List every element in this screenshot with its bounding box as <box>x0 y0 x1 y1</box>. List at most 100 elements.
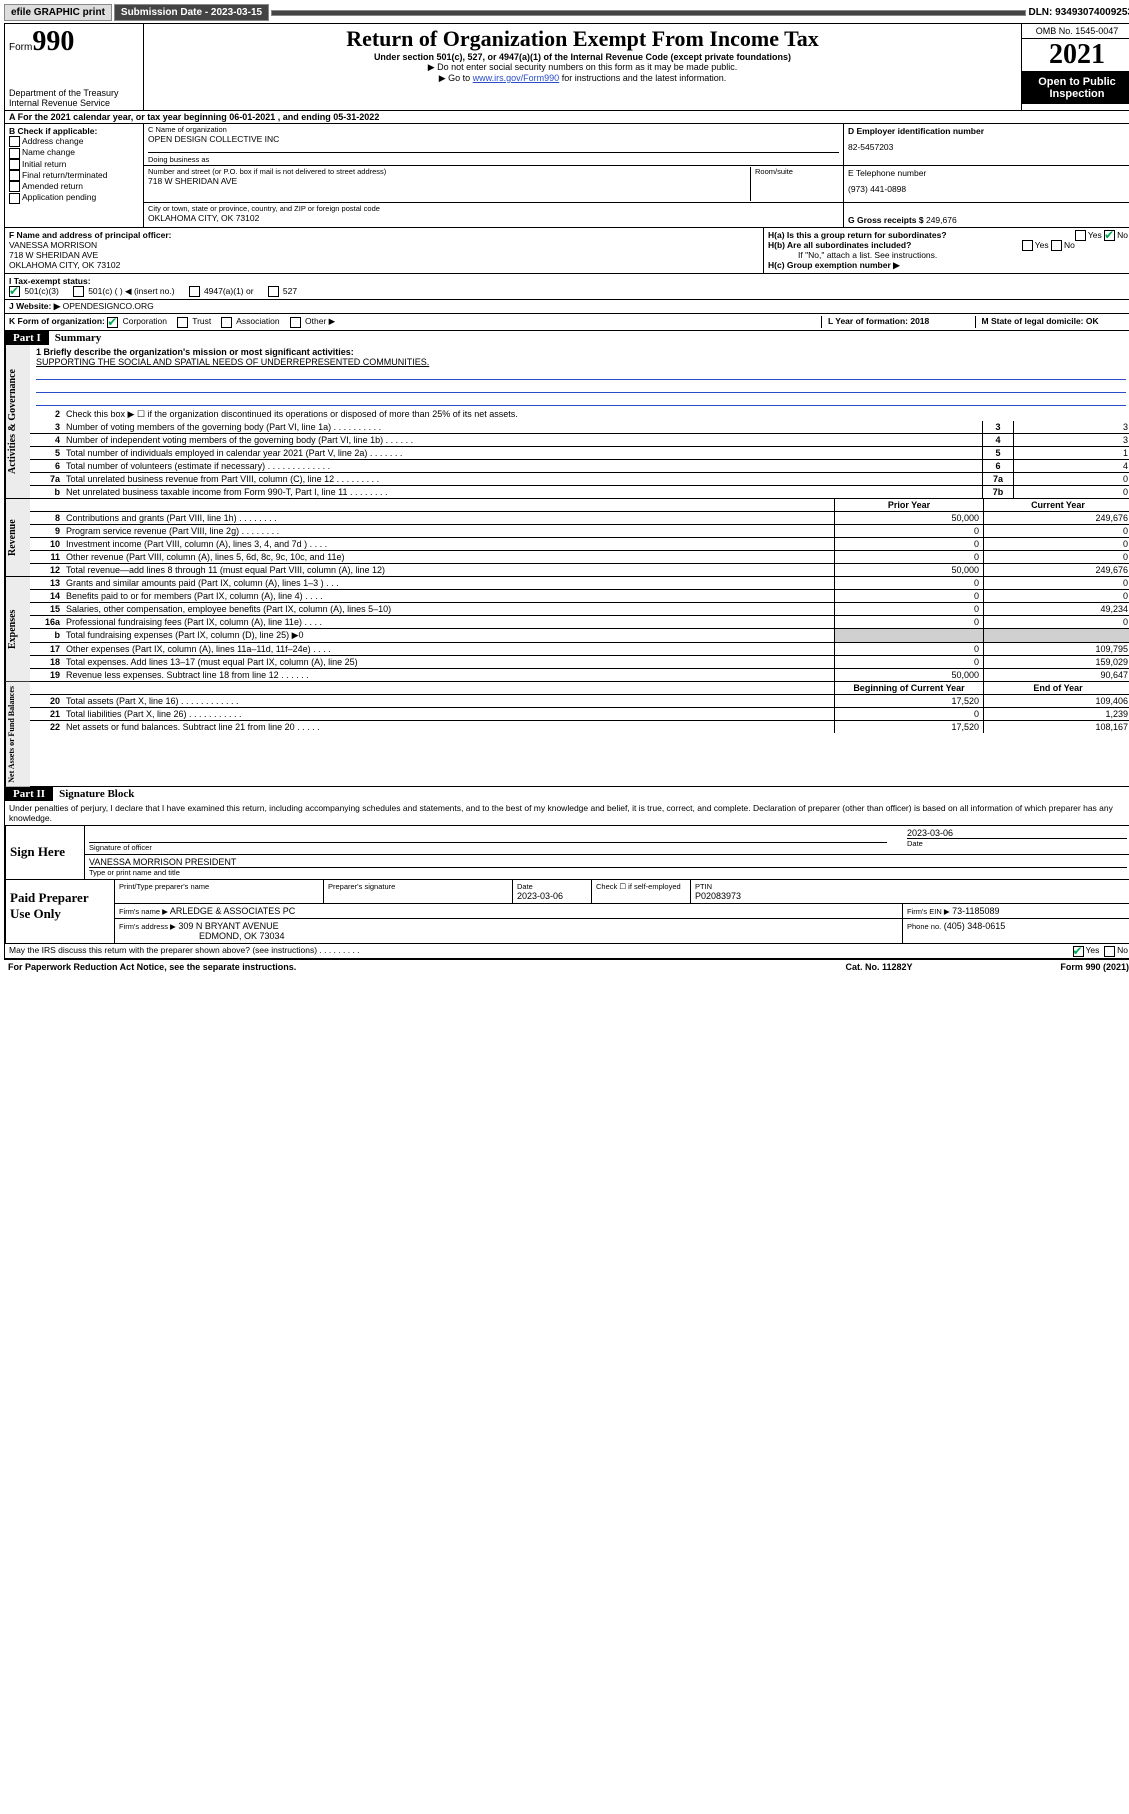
subtitle-3: ▶ Go to www.irs.gov/Form990 for instruct… <box>148 73 1017 84</box>
data-row: 13Grants and similar amounts paid (Part … <box>30 577 1129 590</box>
gov-row: bNet unrelated business taxable income f… <box>30 486 1129 498</box>
section-governance: Activities & Governance 1 Briefly descri… <box>5 345 1129 499</box>
b-checkbox[interactable] <box>9 170 20 181</box>
paid-preparer-block: Paid Preparer Use Only Print/Type prepar… <box>5 880 1129 944</box>
data-row: 11Other revenue (Part VIII, column (A), … <box>30 551 1129 564</box>
side-governance: Activities & Governance <box>5 345 30 498</box>
paid-preparer-label: Paid Preparer Use Only <box>6 880 115 943</box>
gov-row: 5Total number of individuals employed in… <box>30 447 1129 460</box>
b-checkbox[interactable] <box>9 136 20 147</box>
c-room-label: Room/suite <box>755 167 835 176</box>
k-checkbox[interactable] <box>177 317 188 328</box>
data-row: 17Other expenses (Part IX, column (A), l… <box>30 643 1129 656</box>
i-checkbox[interactable] <box>268 286 279 297</box>
data-row: 18Total expenses. Add lines 13–17 (must … <box>30 656 1129 669</box>
row-j: J Website: ▶ OPENDESIGNCO.ORG <box>5 300 1129 314</box>
part-i-bar: Part I Summary <box>5 331 1129 345</box>
i-checkbox[interactable] <box>189 286 200 297</box>
e-label: E Telephone number <box>848 168 1128 178</box>
spacer-bar <box>271 10 1026 16</box>
paid-row-3: Firm's address ▶ 309 N BRYANT AVENUE EDM… <box>115 919 1129 943</box>
e-value: (973) 441-0898 <box>848 178 1128 200</box>
gov-row: 6Total number of volunteers (estimate if… <box>30 460 1129 473</box>
part-ii-label: Part II <box>5 787 53 801</box>
side-net-assets: Net Assets or Fund Balances <box>5 682 30 787</box>
data-row: 14Benefits paid to or for members (Part … <box>30 590 1129 603</box>
c-addr-value: 718 W SHERIDAN AVE <box>148 176 750 186</box>
data-row: 9Program service revenue (Part VIII, lin… <box>30 525 1129 538</box>
k-checkbox[interactable] <box>107 317 118 328</box>
section-net-assets: Net Assets or Fund Balances Beginning of… <box>5 682 1129 788</box>
dept-label: Department of the Treasury Internal Reve… <box>9 88 139 108</box>
b-checkbox[interactable] <box>9 148 20 159</box>
block-bcdefg: B Check if applicable: Address changeNam… <box>5 124 1129 228</box>
beg-year-header: Beginning of Current Year <box>834 682 983 694</box>
footer-right: Form 990 (2021) <box>979 962 1129 972</box>
form-number: 990 <box>32 26 74 57</box>
f-addr2: OKLAHOMA CITY, OK 73102 <box>9 260 759 270</box>
c-name-value: OPEN DESIGN COLLECTIVE INC <box>148 134 839 144</box>
may-yes-checkbox[interactable] <box>1073 946 1084 957</box>
k-checkbox[interactable] <box>221 317 232 328</box>
gov-row: 7aTotal unrelated business revenue from … <box>30 473 1129 486</box>
data-row: 21Total liabilities (Part X, line 26) . … <box>30 708 1129 721</box>
i-checkbox[interactable] <box>73 286 84 297</box>
paid-row-2: Firm's name ▶ ARLEDGE & ASSOCIATES PC Fi… <box>115 904 1129 919</box>
j-label: J Website: ▶ <box>9 301 60 311</box>
b-checkbox[interactable] <box>9 181 20 192</box>
row-klm: K Form of organization: Corporation Trus… <box>5 314 1129 330</box>
part-i-title: Summary <box>49 331 1129 345</box>
data-row: 10Investment income (Part VIII, column (… <box>30 538 1129 551</box>
current-year-header: Current Year <box>983 499 1129 511</box>
row-i: I Tax-exempt status: 501(c)(3) 501(c) ( … <box>5 274 1129 300</box>
ha-no-checkbox[interactable] <box>1104 230 1115 241</box>
sign-here-block: Sign Here Signature of officer 2023-03-0… <box>5 825 1129 880</box>
subtitle-1: Under section 501(c), 527, or 4947(a)(1)… <box>148 52 1017 62</box>
side-expenses: Expenses <box>5 577 30 681</box>
na-header-row: Beginning of Current Year End of Year <box>30 682 1129 695</box>
form-label: Form <box>9 42 32 53</box>
irs-link[interactable]: www.irs.gov/Form990 <box>473 73 560 83</box>
col-c-name-addr: C Name of organization OPEN DESIGN COLLE… <box>144 124 1129 227</box>
sig-date: 2023-03-06 <box>907 828 1127 839</box>
title-col: Return of Organization Exempt From Incom… <box>144 24 1021 110</box>
dln-text: DLN: 93493074009253 <box>1028 7 1129 18</box>
mission-block: 1 Briefly describe the organization's mi… <box>30 345 1129 408</box>
data-row: 20Total assets (Part X, line 16) . . . .… <box>30 695 1129 708</box>
gov-row: 3Number of voting members of the governi… <box>30 421 1129 434</box>
hb-yes-checkbox[interactable] <box>1022 240 1033 251</box>
form-title: Return of Organization Exempt From Incom… <box>148 26 1017 52</box>
k-checkbox[interactable] <box>290 317 301 328</box>
row-a-tax-year: A For the 2021 calendar year, or tax yea… <box>5 111 1129 124</box>
f-addr1: 718 W SHERIDAN AVE <box>9 250 759 260</box>
footer-left: For Paperwork Reduction Act Notice, see … <box>8 962 779 972</box>
c-name-label: C Name of organization <box>148 125 839 134</box>
gov-row: 2Check this box ▶ ☐ if the organization … <box>30 408 1129 421</box>
rev-header-row: Prior Year Current Year <box>30 499 1129 512</box>
may-no-checkbox[interactable] <box>1104 946 1115 957</box>
c-dba-label: Doing business as <box>148 152 839 164</box>
submission-date-button[interactable]: Submission Date - 2023-03-15 <box>114 4 269 21</box>
c-addr-label: Number and street (or P.O. box if mail i… <box>148 167 750 176</box>
f-name: VANESSA MORRISON <box>9 240 759 250</box>
side-revenue: Revenue <box>5 499 30 576</box>
i-checkbox[interactable] <box>9 286 20 297</box>
efile-button[interactable]: efile GRAPHIC print <box>4 4 112 21</box>
hb-no-checkbox[interactable] <box>1051 240 1062 251</box>
b-checkbox[interactable] <box>9 159 20 170</box>
f-label: F Name and address of principal officer: <box>9 230 171 240</box>
topbar: efile GRAPHIC print Submission Date - 20… <box>4 4 1129 21</box>
g-label: G Gross receipts $ <box>848 215 924 225</box>
b-checkbox[interactable] <box>9 193 20 204</box>
tax-year: 2021 <box>1022 39 1129 72</box>
penalty-text: Under penalties of perjury, I declare th… <box>5 801 1129 825</box>
ha-yes-checkbox[interactable] <box>1075 230 1086 241</box>
sig-name: VANESSA MORRISON PRESIDENT <box>89 857 1127 868</box>
part-i-label: Part I <box>5 331 49 345</box>
part-ii-title: Signature Block <box>53 787 1129 801</box>
mission-text: SUPPORTING THE SOCIAL AND SPATIAL NEEDS … <box>36 357 1126 367</box>
sign-here-label: Sign Here <box>6 826 85 879</box>
i-label: I Tax-exempt status: <box>9 276 91 286</box>
m-label: M State of legal domicile: OK <box>975 316 1129 327</box>
d-value: 82-5457203 <box>848 136 1128 158</box>
